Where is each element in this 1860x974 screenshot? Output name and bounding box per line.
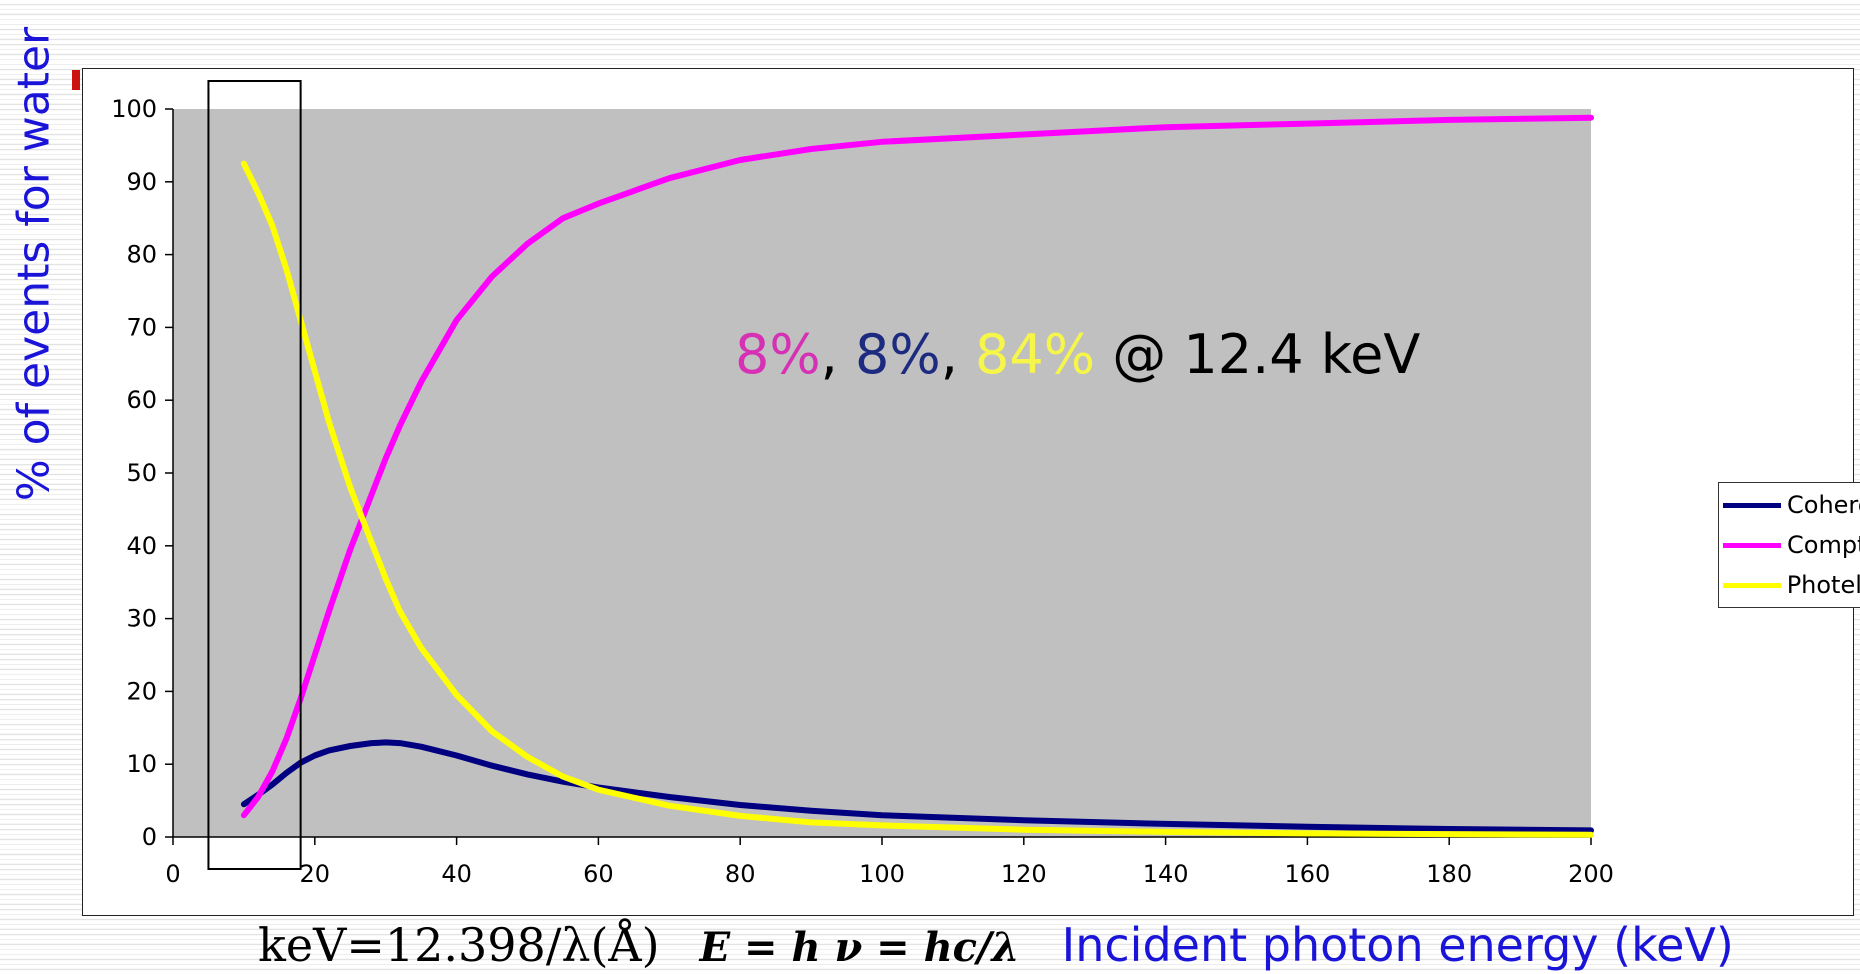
y-tick-label: 90	[126, 168, 157, 196]
x-tick-label: 0	[165, 860, 180, 888]
annotation-compton-pct: 8%	[735, 323, 821, 386]
y-tick-label: 20	[126, 677, 157, 705]
legend-item-photelectric: Photelectric	[1719, 565, 1860, 605]
annotation-separator: ,	[940, 323, 976, 386]
y-tick-label: 10	[126, 750, 157, 778]
x-tick-label: 40	[441, 860, 472, 888]
x-tick-label: 180	[1426, 860, 1472, 888]
highlight-box	[207, 80, 302, 870]
x-tick-label: 140	[1143, 860, 1189, 888]
red-slide-marker	[72, 70, 80, 90]
legend-swatch-compton	[1723, 542, 1781, 548]
x-tick-label: 80	[725, 860, 756, 888]
legend-label-coherent: Coherent	[1787, 491, 1860, 519]
photon-energy-formula: E = h ν = hc/λ	[699, 924, 1020, 971]
y-tick-label: 100	[111, 95, 157, 123]
legend-label-photelectric: Photelectric	[1786, 571, 1860, 599]
bottom-caption: keV=12.398/λ(Å) E = h ν = hc/λ Incident …	[258, 918, 1734, 974]
energy-wavelength-formula: keV=12.398/λ(Å)	[258, 918, 660, 972]
legend-item-compton: Compton	[1719, 525, 1860, 565]
series-lines	[240, 114, 1594, 838]
x-axis-label: Incident photon energy (keV)	[1061, 918, 1734, 972]
x-tick-label: 200	[1568, 860, 1614, 888]
y-axis-label: % of events for water	[8, 26, 60, 502]
series-line-photelectric	[240, 160, 1594, 838]
x-tick-label: 20	[300, 860, 331, 888]
series-line-coherent	[240, 739, 1594, 834]
annotation-energy: @ 12.4 keV	[1095, 323, 1421, 386]
legend-swatch-coherent	[1723, 502, 1781, 508]
annotation-photoelectric-pct: 84%	[975, 323, 1096, 386]
y-tick-label: 70	[126, 313, 157, 341]
y-tick-label: 60	[126, 386, 157, 414]
legend-label-compton: Compton	[1787, 531, 1860, 559]
legend-swatch-photelectric	[1723, 582, 1781, 588]
x-tick-label: 60	[583, 860, 614, 888]
y-tick-label: 50	[126, 459, 157, 487]
x-tick-label: 120	[1001, 860, 1047, 888]
chart-frame: 0 20 40 60 80 100 120 140 160 180 200 0 10 20 30 40 50 60…	[82, 68, 1860, 916]
legend: Coherent Compton Photelectric	[1718, 482, 1860, 608]
axis-ticks: 0 20 40 60 80 100 120 140 160 180 200 0 10 20 30 40 50 60…	[111, 95, 1614, 888]
legend-item-coherent: Coherent	[1719, 485, 1860, 525]
y-tick-label: 0	[142, 823, 157, 851]
annotation-coherent-pct: 8%	[855, 323, 941, 386]
x-tick-label: 160	[1284, 860, 1330, 888]
plot-area	[173, 109, 1591, 837]
y-tick-label: 40	[126, 532, 157, 560]
annotation-separator: ,	[820, 323, 856, 386]
chart-svg: 0 20 40 60 80 100 120 140 160 180 200 0 10 20 30 40 50 60…	[111, 80, 1614, 888]
y-tick-label: 80	[126, 241, 157, 269]
y-tick-label: 30	[126, 605, 157, 633]
annotation-text: 8%, 8%, 84% @ 12.4 keV	[735, 323, 1420, 386]
series-line-compton	[240, 114, 1594, 819]
x-tick-label: 100	[859, 860, 905, 888]
